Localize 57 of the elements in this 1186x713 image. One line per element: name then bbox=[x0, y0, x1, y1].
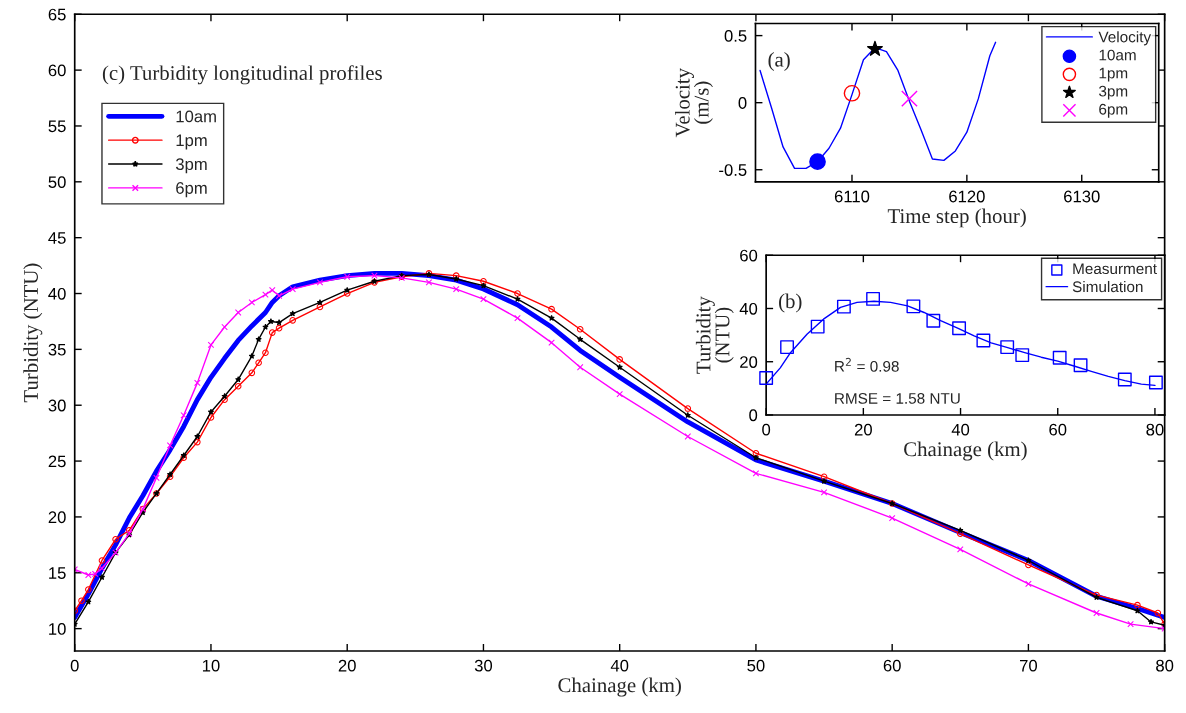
y-tick-label: 60 bbox=[48, 64, 66, 77]
y-tick-label: 55 bbox=[48, 120, 66, 133]
x-axis-title: Time step (hour) bbox=[887, 208, 1026, 228]
y-tick-label: 30 bbox=[48, 399, 66, 412]
legend-label: 1pm bbox=[176, 134, 207, 150]
legend-label: 1pm bbox=[1099, 67, 1128, 82]
x-tick-label: 0 bbox=[762, 423, 771, 436]
x-tick-label: 10 bbox=[202, 659, 220, 672]
y-tick-label: 20 bbox=[48, 511, 66, 524]
x-tick-label: 30 bbox=[474, 659, 493, 672]
x-tick-label: 80 bbox=[1146, 423, 1164, 436]
y-axis-title: Velocity (m/s) bbox=[675, 68, 713, 138]
annotation: (a) bbox=[768, 52, 790, 71]
y-tick-label: 10 bbox=[49, 623, 66, 635]
y-tick-label: 45 bbox=[48, 232, 66, 244]
legend-label: Simulation bbox=[1072, 280, 1143, 293]
y-tick-label: 65 bbox=[48, 8, 66, 21]
y-tick-label: 35 bbox=[48, 343, 66, 356]
x-axis-title: Chainage (km) bbox=[558, 677, 681, 697]
legend-label: 10am bbox=[176, 110, 216, 123]
legend-label: Velocity bbox=[1098, 31, 1152, 46]
x-tick-label: 20 bbox=[338, 659, 356, 672]
x-axis-title: Chainage (km) bbox=[904, 441, 1027, 461]
y-tick-label: 25 bbox=[48, 455, 66, 468]
legend-label: 3pm bbox=[1099, 85, 1128, 100]
x-tick-label: 40 bbox=[951, 423, 970, 436]
x-tick-label: 20 bbox=[854, 423, 872, 436]
y-tick-label: 40 bbox=[739, 302, 758, 315]
x-tick-label: 60 bbox=[1049, 423, 1067, 436]
y-tick-label: 0 bbox=[749, 409, 758, 422]
annotation: (c) Turbidity longitudinal profiles bbox=[102, 65, 382, 85]
x-tick-label: 60 bbox=[883, 659, 901, 672]
legend-label: 10am bbox=[1099, 49, 1136, 61]
y-tick-label: 20 bbox=[740, 356, 758, 368]
y-tick-label: 0 bbox=[738, 97, 747, 109]
legend-label: Measurment bbox=[1073, 263, 1157, 275]
y-tick-label: 0.5 bbox=[724, 30, 747, 42]
y-axis-title: Turbidity (NTU) bbox=[695, 296, 734, 374]
x-tick-label: 6130 bbox=[1064, 190, 1100, 203]
y-tick-label: 40 bbox=[48, 287, 66, 300]
annotation: RMSE = 1.58 NTU bbox=[835, 393, 960, 404]
x-tick-label: 6120 bbox=[949, 190, 985, 203]
y-tick-label: 60 bbox=[740, 249, 758, 262]
x-tick-label: 70 bbox=[1020, 659, 1038, 672]
y-axis-title: Turbidity (NTU) bbox=[23, 263, 43, 403]
x-tick-label: 80 bbox=[1156, 659, 1174, 672]
legend-label: 6pm bbox=[176, 182, 207, 198]
y-tick-label: 50 bbox=[48, 176, 66, 189]
x-tick-label: 0 bbox=[70, 659, 79, 672]
x-tick-label: 40 bbox=[610, 659, 629, 672]
legend-label: 3pm bbox=[175, 158, 207, 174]
y-tick-label: 15 bbox=[49, 567, 66, 579]
x-tick-label: 6110 bbox=[834, 190, 870, 203]
y-tick-label: -0.5 bbox=[719, 164, 747, 176]
annotation: (b) bbox=[779, 293, 802, 313]
legend-label: 6pm bbox=[1099, 103, 1128, 118]
annotation: R$^{2}$ = 0.98 bbox=[835, 357, 899, 372]
